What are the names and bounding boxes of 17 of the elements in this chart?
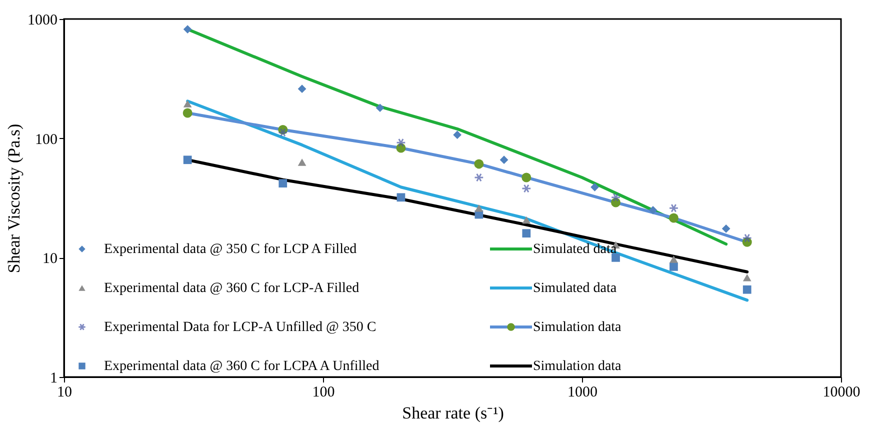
x-axis-title: Shear rate (s⁻¹) bbox=[402, 404, 504, 422]
legend-label: Experimental Data for LCP-A Unfilled @ 350 C bbox=[104, 320, 376, 335]
y-axis-title: Shear Viscosity (Pa.s) bbox=[4, 124, 24, 274]
legend-label: Simulation data bbox=[533, 320, 622, 335]
legend-label: Experimental data @ 350 C for LCP A Filled bbox=[104, 242, 357, 257]
legend-label: Simulation data bbox=[533, 359, 622, 374]
y-tick-label: 1000 bbox=[28, 12, 58, 28]
y-tick-label: 10 bbox=[42, 251, 58, 268]
legend-label: Simulated data bbox=[533, 281, 618, 296]
y-tick-label: 100 bbox=[35, 132, 58, 148]
x-tick-label: 1000 bbox=[568, 384, 598, 400]
y-tick-label: 1 bbox=[50, 370, 58, 386]
x-tick-label: 100 bbox=[312, 384, 335, 400]
legend-label: Experimental data @ 360 C for LCPA A Unfilled bbox=[104, 359, 380, 374]
legend-label: Experimental data @ 360 C for LCP-A Filled bbox=[104, 281, 360, 296]
x-tick-label: 10000 bbox=[822, 384, 860, 400]
x-tick-label: 10 bbox=[57, 384, 72, 400]
